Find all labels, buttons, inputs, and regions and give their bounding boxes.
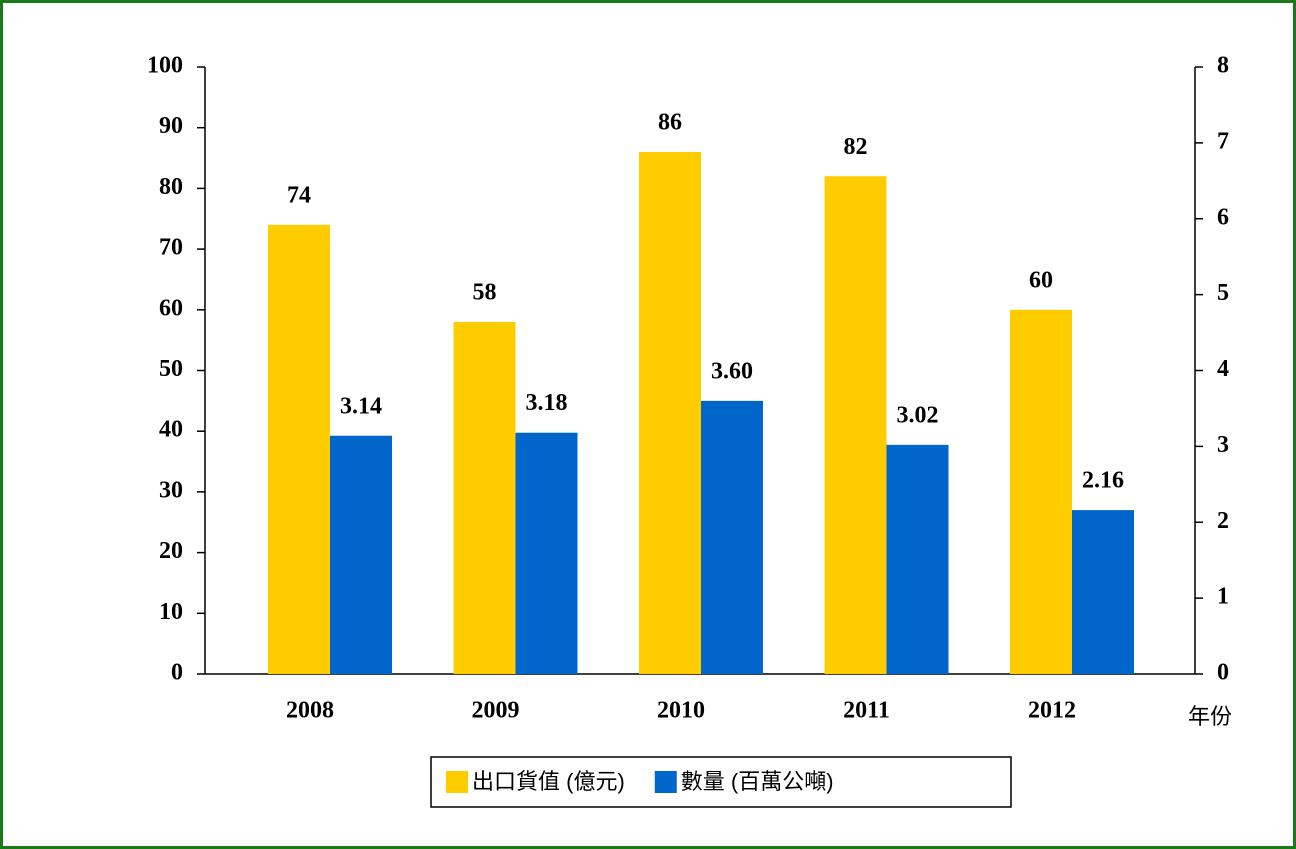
legend-label: 出口貨值 (億元) [472,769,625,794]
y2-tick-label: 7 [1217,128,1229,154]
legend-swatch [446,771,468,793]
y2-tick-label: 5 [1217,280,1229,306]
y-tick-label: 60 [159,295,183,321]
bar [1010,309,1072,674]
x-axis-label: 年份 [1188,704,1232,729]
x-tick-label: 2009 [472,698,520,724]
bar [1072,510,1134,674]
y2-tick-label: 1 [1217,584,1229,610]
legend-label: 數量 (百萬公噸) [681,769,834,794]
bar [639,151,701,675]
data-label: 3.18 [526,390,568,416]
data-label: 3.02 [897,402,939,428]
data-label: 60 [1029,267,1053,293]
legend [430,756,1012,808]
bar [268,224,330,674]
x-tick-label: 2010 [657,698,705,724]
data-label: 74 [287,182,311,208]
bar [515,432,578,674]
y-tick-label: 80 [159,174,183,200]
y2-tick-label: 3 [1217,432,1229,458]
bar [701,400,763,674]
y2-tick-label: 2 [1217,508,1229,534]
data-label: 3.14 [340,393,382,419]
y2-tick-label: 6 [1217,204,1229,230]
bar [330,435,392,674]
legend-swatch [654,771,677,793]
y-tick-label: 50 [159,356,183,382]
data-label: 86 [658,109,682,135]
y-tick-label: 90 [159,113,183,139]
y2-tick-label: 8 [1217,53,1229,79]
y-tick-label: 20 [159,538,183,564]
bar [453,321,516,674]
bar [824,176,887,674]
x-tick-label: 2008 [286,698,334,724]
y-tick-label: 0 [171,660,183,686]
data-label: 2.16 [1082,468,1124,494]
data-label: 82 [844,134,868,160]
y-tick-label: 100 [147,53,183,79]
bar [886,444,949,674]
y2-tick-label: 4 [1217,356,1229,382]
data-label: 3.60 [711,358,753,384]
data-label: 58 [473,279,497,305]
y2-tick-label: 0 [1217,660,1229,686]
y-tick-label: 10 [159,599,183,625]
y-tick-label: 30 [159,477,183,503]
x-tick-label: 2011 [843,698,890,724]
x-tick-label: 2012 [1028,698,1076,724]
y-tick-label: 40 [159,417,183,443]
y-tick-label: 70 [159,235,183,261]
